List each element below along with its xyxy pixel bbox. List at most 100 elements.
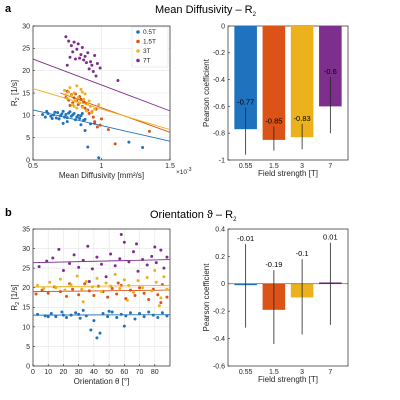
data-point-1.5T: [106, 295, 110, 299]
plot-frame: [227, 25, 349, 161]
data-point-7T: [65, 63, 69, 67]
data-point-1.5T: [83, 106, 87, 110]
data-point-7T: [45, 259, 49, 263]
y-axis-label-sub: 2: [15, 97, 21, 100]
x-axis-multiplier: ×10-3: [176, 167, 192, 176]
data-point-0.5T: [57, 117, 61, 121]
panel-a-title-text: Mean Diffusivity – R: [155, 4, 253, 16]
legend-marker-0.5T: [136, 30, 140, 34]
data-point-3T: [69, 283, 73, 287]
data-point-7T: [37, 265, 41, 269]
data-point-7T: [131, 250, 135, 254]
y-axis-label: Pearson coefficient: [202, 263, 211, 332]
data-point-1.5T: [71, 287, 75, 291]
y-tick-label: 15: [22, 305, 30, 312]
data-label-1.5: -0.85: [265, 117, 282, 126]
y-tick-label: 10: [22, 324, 30, 331]
data-point-7T: [116, 78, 120, 82]
data-point-3T: [127, 283, 131, 287]
data-point-7T: [87, 67, 91, 71]
y-axis-label: R2 [1/s]: [10, 284, 21, 310]
data-point-1.5T: [87, 112, 91, 116]
data-point-7T: [95, 62, 99, 66]
fit-line-1.5T: [60, 92, 171, 133]
data-point-1.5T: [110, 286, 114, 290]
data-point-1.5T: [142, 291, 146, 295]
panel-b-title-text: Orientation ϑ – R: [150, 209, 234, 221]
data-point-3T: [80, 287, 84, 291]
data-point-3T: [48, 280, 52, 284]
x-tick-label: 0.55: [239, 369, 253, 376]
data-point-3T: [58, 277, 62, 281]
y-tick-label: 0: [26, 157, 30, 164]
data-point-7T: [136, 269, 140, 273]
data-label-7: 0.01: [323, 233, 338, 242]
y-tick-label: 25: [22, 46, 30, 53]
legend-marker-3T: [136, 49, 140, 53]
data-point-3T: [83, 92, 87, 96]
data-point-7T: [90, 63, 94, 67]
data-label-3: -0.83: [294, 114, 311, 123]
data-point-0.5T: [79, 123, 83, 127]
data-point-0.5T: [95, 336, 99, 340]
x-tick-label: 70: [136, 369, 144, 376]
data-point-3T: [104, 281, 108, 285]
data-point-3T: [80, 90, 84, 94]
data-point-0.5T: [60, 310, 64, 314]
data-point-1.5T: [83, 282, 87, 286]
data-point-0.5T: [122, 324, 126, 328]
data-point-3T: [75, 84, 79, 88]
data-point-0.5T: [65, 120, 69, 124]
data-point-1.5T: [113, 142, 117, 146]
y-tick-label: 25: [22, 266, 30, 273]
data-point-0.5T: [76, 113, 80, 117]
data-point-7T: [95, 255, 99, 259]
data-point-3T: [36, 283, 40, 287]
data-point-0.5T: [60, 112, 64, 116]
data-point-7T: [153, 245, 157, 249]
data-point-0.5T: [54, 116, 58, 120]
data-point-3T: [95, 276, 99, 280]
x-tick-label: 0.55: [239, 163, 253, 170]
y-axis-label-unit: [1/s]: [10, 284, 19, 301]
y-tick-label: -0.2: [213, 50, 225, 57]
legend-label-7T: 7T: [143, 58, 151, 65]
data-point-0.5T: [106, 315, 110, 319]
data-point-7T: [76, 42, 80, 46]
data-point-7T: [165, 255, 169, 259]
data-point-0.5T: [64, 112, 68, 116]
data-label-1.5: -0.19: [265, 260, 282, 269]
x-tick-label: 20: [60, 369, 68, 376]
panel-letter-a: a: [5, 3, 12, 15]
data-point-3T: [81, 300, 85, 304]
data-point-7T: [75, 47, 79, 51]
y-tick-label: 30: [22, 23, 30, 30]
y-tick-label: 20: [22, 285, 30, 292]
data-point-7T: [80, 45, 84, 49]
data-label-3: -0.1: [296, 249, 309, 258]
data-point-7T: [68, 261, 72, 265]
data-point-3T: [64, 93, 68, 97]
data-point-3T: [76, 95, 80, 99]
x-tick-label: 7: [328, 369, 332, 376]
data-point-0.5T: [45, 109, 49, 113]
data-point-0.5T: [61, 121, 65, 125]
fit-line-7T: [32, 58, 171, 112]
y-tick-label: 0.2: [215, 254, 225, 261]
plot-frame: [227, 228, 349, 367]
data-point-7T: [127, 260, 131, 264]
data-point-3T: [87, 99, 91, 103]
y-axis-label-text: R: [10, 100, 19, 106]
data-point-3T: [75, 274, 79, 278]
data-point-0.5T: [115, 315, 119, 319]
data-point-0.5T: [54, 315, 58, 319]
data-point-0.5T: [128, 311, 132, 315]
data-point-7T: [119, 232, 123, 236]
y-tick-label: -0.8: [213, 131, 225, 138]
data-point-7T: [72, 253, 76, 257]
y-axis-label-unit: [1/s]: [10, 80, 19, 97]
data-point-0.5T: [101, 312, 105, 316]
x-tick-label: 50: [105, 369, 113, 376]
data-point-3T: [145, 276, 149, 280]
legend-label-0.5T: 0.5T: [143, 29, 156, 36]
